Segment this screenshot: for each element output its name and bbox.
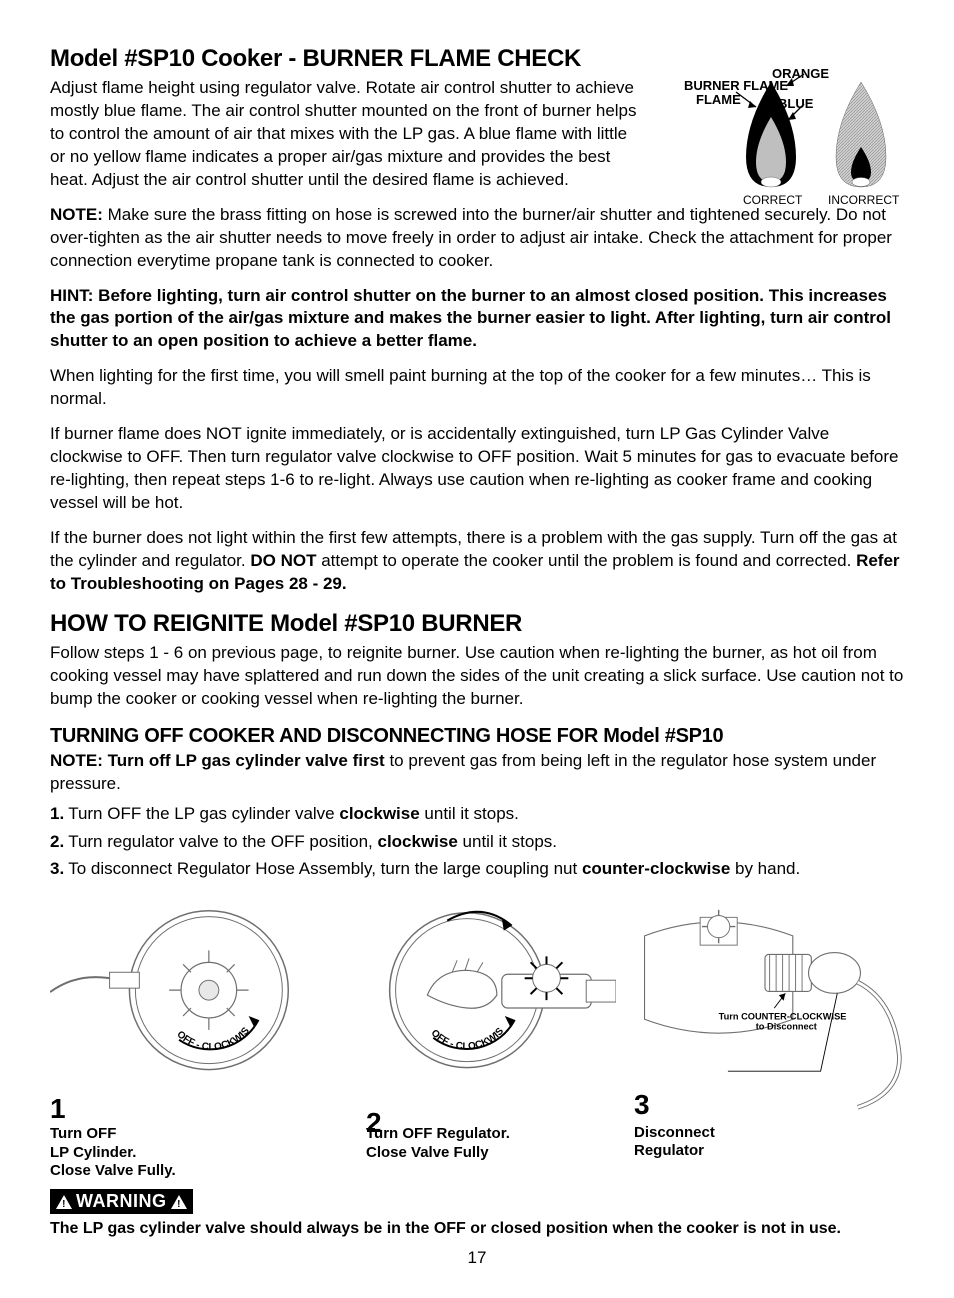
hint-air-shutter: HINT: Before lighting, turn air control … [50,285,904,354]
steps-list: 1.Turn OFF the LP gas cylinder valve clo… [50,801,904,882]
incorrect-label: INCORRECT [828,193,900,207]
step-1: 1.Turn OFF the LP gas cylinder valve clo… [50,801,904,827]
note-turn-off-first: NOTE: Turn off LP gas cylinder valve fir… [50,750,904,796]
svg-text:FLAME: FLAME [696,92,741,107]
heading-turning-off: TURNING OFF COOKER AND DISCONNECTING HOS… [50,725,904,748]
paragraph-reignite: Follow steps 1 - 6 on previous page, to … [50,642,904,711]
svg-text:!: ! [62,1199,66,1209]
orange-label: ORANGE [772,66,829,81]
figure-3-inner-line1: Turn COUNTER-CLOCKWISE [719,1011,847,1021]
figure-1-caption: Turn OFF LP Cylinder. Close Valve Fully. [50,1125,328,1181]
warning-text: The LP gas cylinder valve should always … [50,1218,904,1240]
svg-text:!: ! [177,1199,181,1209]
paragraph-first-light: When lighting for the first time, you wi… [50,365,904,411]
warning-triangle-icon: ! [56,1195,72,1209]
figure-1: OFF - CLOCKWISE 1 Turn OFF LP Cylinder. … [50,900,328,1181]
figure-2-number: 2 [366,1107,382,1139]
paragraph-no-ignite: If burner flame does NOT ignite immediat… [50,423,904,515]
figure-3: Turn COUNTER-CLOCKWISE to Disconnect 3 D… [626,900,904,1181]
step-2: 2.Turn regulator valve to the OFF positi… [50,829,904,855]
correct-label: CORRECT [743,193,803,207]
paragraph-adjust-flame: Adjust flame height using regulator valv… [50,77,640,192]
figure-1-number: 1 [50,1093,66,1125]
figure-2: OFF - CLOCKWISE 2 Turn OFF Regulator. Cl… [338,900,616,1181]
figures-row: OFF - CLOCKWISE 1 Turn OFF LP Cylinder. … [50,900,904,1181]
figure-2-caption: Turn OFF Regulator. Close Valve Fully [366,1125,616,1163]
figure-3-inner-line2: to Disconnect [756,1021,817,1031]
figure-3-number: 3 [634,1089,650,1121]
step-3: 3.To disconnect Regulator Hose Assembly,… [50,856,904,882]
warning-badge: ! WARNING ! [50,1189,193,1214]
page-number: 17 [50,1248,904,1268]
warning-triangle-icon: ! [171,1195,187,1209]
figure-3-caption: Disconnect Regulator [634,1124,715,1162]
flame-check-diagram: BURNER FLAME FLAME ORANGE BLUE CORRECT [646,62,906,222]
paragraph-gas-supply-problem: If the burner does not light within the … [50,527,904,596]
heading-reignite: HOW TO REIGNITE Model #SP10 BURNER [50,610,904,638]
